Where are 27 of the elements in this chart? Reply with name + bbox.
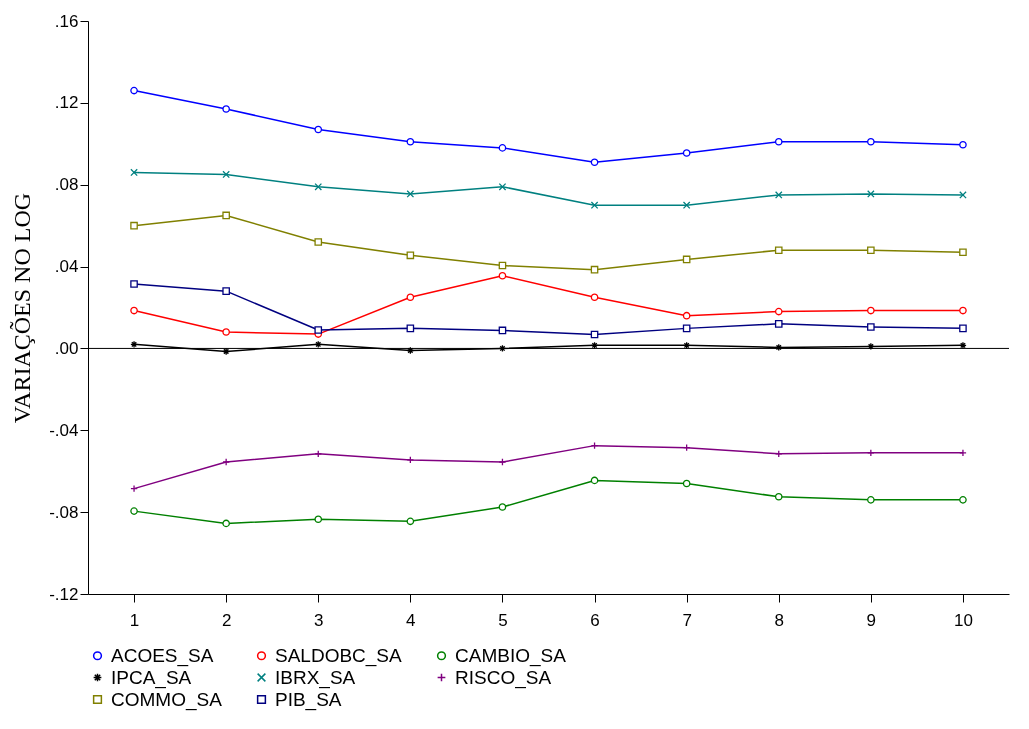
legend-label: SALDOBC_SA xyxy=(275,644,403,667)
legend-label: CAMBIO_SA xyxy=(455,644,567,667)
x-tick-label: 2 xyxy=(221,610,232,630)
x-tick-label: 9 xyxy=(866,610,877,630)
x-tick-label: 6 xyxy=(590,610,600,630)
y-tick-label: -.04 xyxy=(49,420,79,440)
x-tick-label: 10 xyxy=(953,610,973,630)
y-tick-label: .04 xyxy=(54,257,79,277)
legend-label: ACOES_SA xyxy=(111,644,214,667)
x-tick-label: 5 xyxy=(498,610,508,630)
legend-label: COMMO_SA xyxy=(111,688,223,711)
legend-label: PIB_SA xyxy=(275,688,342,711)
x-tick-label: 8 xyxy=(774,610,784,630)
y-tick-label: .08 xyxy=(54,175,79,195)
x-tick-label: 3 xyxy=(314,610,324,630)
legend-label: IBRX_SA xyxy=(275,666,356,689)
y-tick-label: .00 xyxy=(54,338,79,358)
x-tick-label: 7 xyxy=(682,610,692,630)
x-tick-label: 4 xyxy=(406,610,416,630)
y-tick-label: -.12 xyxy=(49,584,79,604)
y-axis-title: VARIAÇÕES NO LOG xyxy=(9,192,36,424)
y-tick-label: .12 xyxy=(54,93,79,113)
y-tick-label: -.08 xyxy=(49,502,79,522)
legend-label: IPCA_SA xyxy=(111,666,192,689)
legend-label: RISCO_SA xyxy=(455,666,552,689)
x-tick-label: 1 xyxy=(129,610,140,630)
y-tick-label: .16 xyxy=(54,11,79,31)
